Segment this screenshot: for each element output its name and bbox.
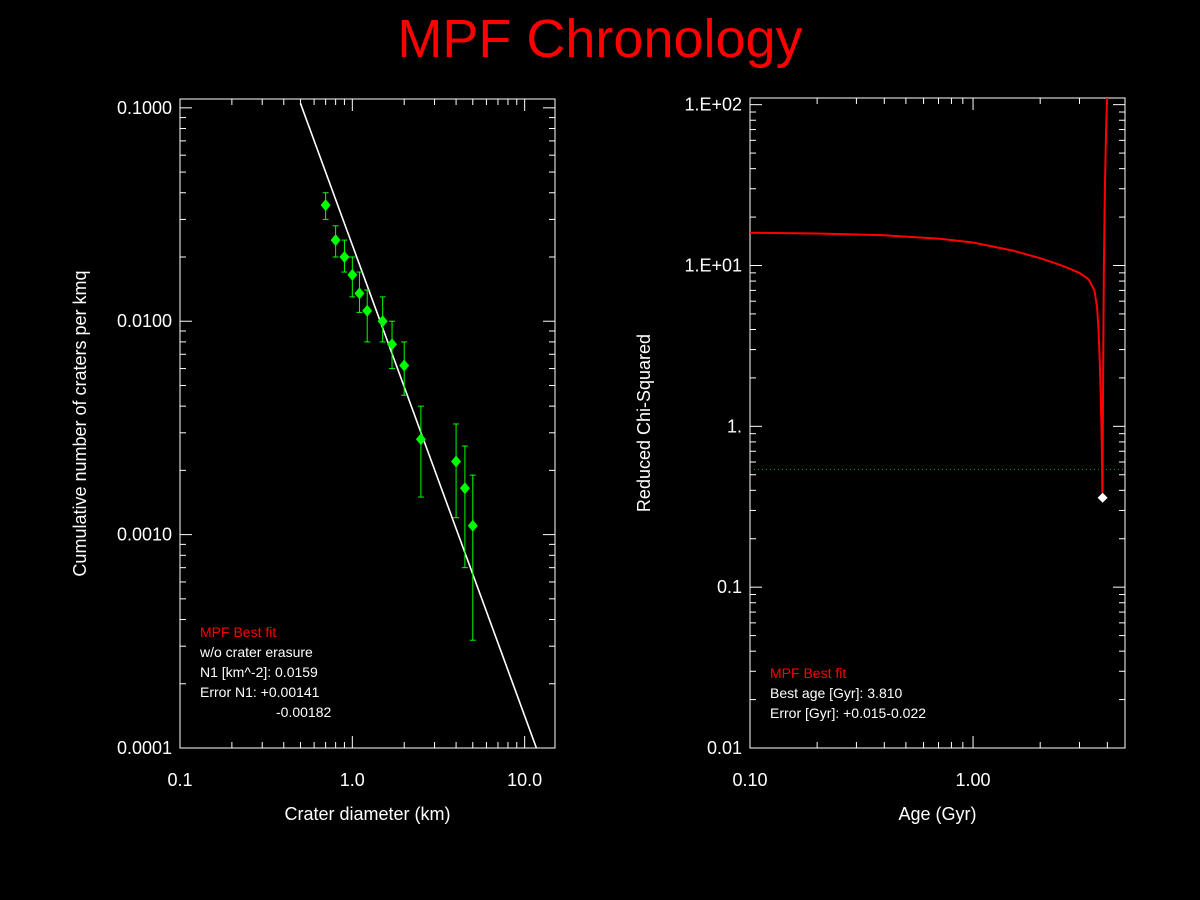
data-point <box>354 287 365 300</box>
fit-line <box>299 103 538 748</box>
y-tick-label: 0.1 <box>717 577 742 597</box>
y-axis-label: Reduced Chi-Squared <box>634 334 654 512</box>
x-tick-label: 1.0 <box>340 770 365 790</box>
legend-title: MPF Best fit <box>200 624 276 640</box>
data-point <box>451 455 462 468</box>
y-tick-label: 0.0001 <box>117 738 172 758</box>
x-tick-label: 0.1 <box>167 770 192 790</box>
y-axis-label: Cumulative number of craters per kmq <box>70 270 90 576</box>
y-tick-label: 0.0100 <box>117 311 172 331</box>
x-tick-label: 0.10 <box>732 770 767 790</box>
data-point <box>467 519 478 532</box>
data-point <box>339 250 350 263</box>
best-fit-marker <box>1097 492 1108 503</box>
data-point <box>399 359 410 372</box>
x-axis-label: Crater diameter (km) <box>284 804 450 824</box>
y-tick-label: 1. <box>727 416 742 436</box>
data-point <box>330 234 341 247</box>
legend-line: w/o crater erasure <box>199 644 313 660</box>
data-point <box>387 338 398 351</box>
data-point <box>347 268 358 281</box>
data-point <box>377 315 388 328</box>
chi-squared-age-chart: 0.10 1.00 0.01 0.1 1. 1.E+01 1.E+02 Age (Gyr) Re… <box>634 95 1126 824</box>
legend-line: Best age [Gyr]: 3.810 <box>770 685 903 701</box>
plot-frame <box>179 98 556 749</box>
legend-line: N1 [km^-2]: 0.0159 <box>200 664 318 680</box>
x-tick-label: 10.0 <box>507 770 542 790</box>
plot-frame <box>749 97 1126 749</box>
y-tick-label: 0.01 <box>707 738 742 758</box>
data-point <box>459 482 470 495</box>
data-point <box>362 304 373 317</box>
legend-title: MPF Best fit <box>770 665 846 681</box>
chi-squared-curve <box>750 98 1109 494</box>
y-tick-label: 1.E+01 <box>684 255 742 275</box>
y-tick-label: 1.E+02 <box>684 95 742 115</box>
legend-line: Error [Gyr]: +0.015-0.022 <box>770 705 926 721</box>
x-tick-label: 1.00 <box>956 770 991 790</box>
y-tick-label: 0.1000 <box>117 98 172 118</box>
crater-size-frequency-chart: 0.1 1.0 10.0 0.0001 0.0010 0.0100 0.1000 Crater… <box>70 98 556 824</box>
legend-line: Error N1: +0.00141 <box>200 684 320 700</box>
legend-line: -0.00182 <box>276 704 331 720</box>
data-point <box>320 199 331 212</box>
x-axis-label: Age (Gyr) <box>898 804 976 824</box>
page-title: MPF Chronology <box>397 9 803 69</box>
y-tick-label: 0.0010 <box>117 525 172 545</box>
data-point <box>415 433 426 446</box>
